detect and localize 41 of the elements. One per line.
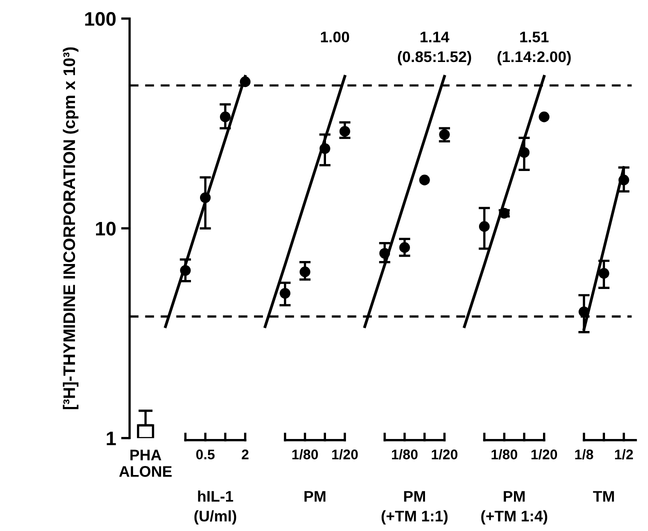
point (578, 306, 590, 318)
point (320, 143, 330, 154)
annotation: 1.00 (320, 32, 350, 42)
annotation: 1.51 (1.14:2.00) (498, 32, 571, 66)
text: PM (+TM 1:4) (481, 491, 548, 525)
x-tick-label: 1/8 (575, 449, 594, 460)
text: PM (304, 491, 326, 502)
point (478, 221, 490, 232)
text: PM (+TM 1:1) (382, 491, 448, 525)
x-tick-label: 1/80 (492, 449, 518, 460)
x-tick-label: 1/20 (531, 449, 558, 460)
x-tick-label: 1/20 (432, 449, 458, 460)
y-tick-label: 10 (96, 222, 116, 236)
point (419, 174, 430, 186)
y-tick-label: 100 (85, 12, 116, 26)
point (240, 76, 251, 88)
point (399, 242, 410, 253)
point (200, 192, 211, 204)
point (618, 174, 630, 186)
point (379, 248, 390, 259)
text: hIL-1 (U/ml) (194, 490, 236, 525)
x-tick-label: 1/2 (615, 449, 633, 460)
point (598, 268, 610, 279)
x-tick-label: 1/80 (292, 449, 318, 460)
text: TM (593, 491, 614, 502)
x-tick-label: 1/20 (332, 449, 358, 460)
x-tick-label: 1/80 (392, 449, 418, 460)
point (280, 288, 290, 299)
point (220, 112, 231, 122)
annotation: 1.14 (0.85:1.52) (398, 32, 472, 66)
point (339, 126, 350, 137)
point (518, 147, 530, 158)
y-tick-label: 1 (106, 432, 116, 446)
point (538, 112, 550, 122)
y-axis-title: [³H]-THYMIDINE INCORPORATION (cpm x 10³) (62, 47, 78, 410)
x-tick-label: 0.5 (196, 450, 215, 460)
point (300, 266, 310, 278)
x-tick-label: 2 (242, 450, 248, 460)
point (180, 265, 191, 276)
x-tick-label: PHA ALONE (119, 450, 172, 477)
point (439, 129, 450, 140)
